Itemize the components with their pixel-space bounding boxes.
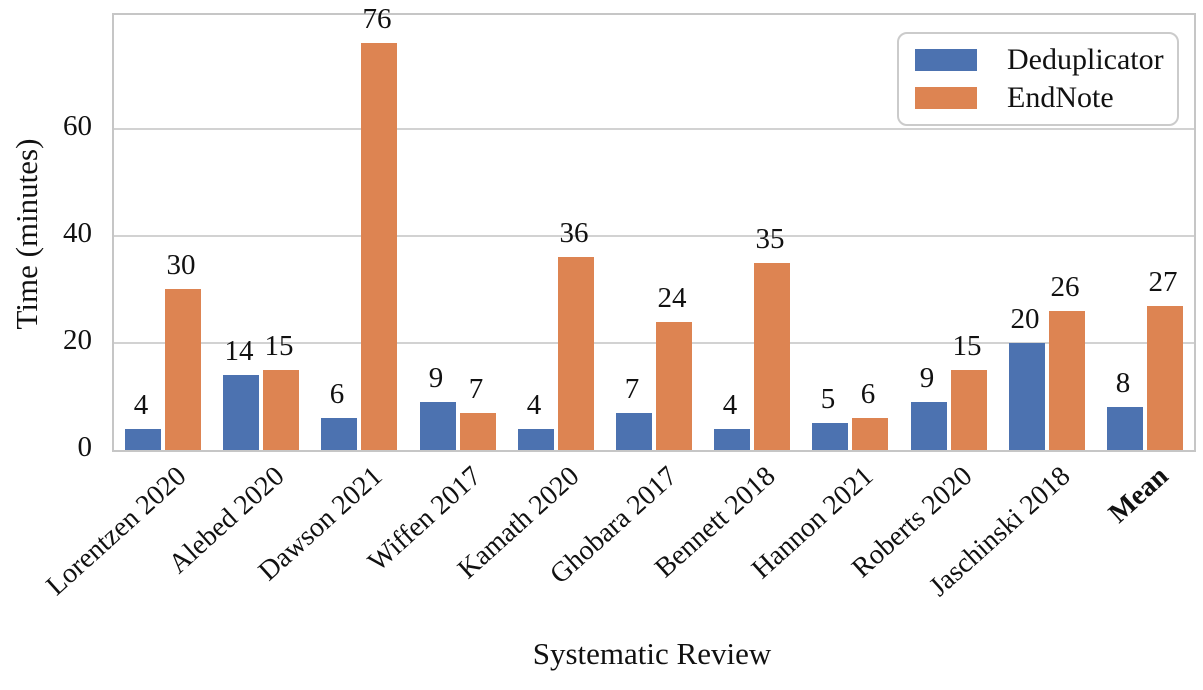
legend-label-deduplicator: Deduplicator: [1007, 43, 1164, 76]
bar-value-label-deduplicator-ghobara-2017: 7: [624, 373, 640, 405]
bar-endnote-wiffen-2017: [460, 413, 496, 450]
legend: Deduplicator EndNote: [897, 32, 1179, 126]
legend-entry-deduplicator: Deduplicator: [915, 43, 1164, 76]
bar-value-label-endnote-jaschinski-2018: 26: [1050, 271, 1080, 303]
y-tick-label-60: 60: [63, 109, 92, 142]
bar-value-label-deduplicator-mean: 8: [1115, 367, 1131, 399]
bar-value-label-endnote-wiffen-2017: 7: [468, 373, 484, 405]
bar-deduplicator-lorentzen-2020: [125, 429, 161, 450]
bar-endnote-bennett-2018: [754, 263, 790, 450]
bar-value-label-deduplicator-kamath-2020: 4: [526, 389, 542, 421]
bar-value-label-endnote-lorentzen-2020: 30: [166, 249, 196, 281]
bar-endnote-jaschinski-2018: [1049, 311, 1085, 450]
bar-endnote-hannon-2021: [852, 418, 888, 450]
bar-value-label-endnote-mean: 27: [1148, 266, 1178, 298]
legend-swatch-deduplicator: [915, 49, 977, 71]
bar-deduplicator-ghobara-2017: [616, 413, 652, 450]
x-axis-title: Systematic Review: [532, 636, 772, 671]
bar-deduplicator-bennett-2018: [714, 429, 750, 450]
legend-label-endnote: EndNote: [1007, 81, 1114, 114]
bar-value-label-endnote-alebed-2020: 15: [264, 330, 294, 362]
bar-value-label-deduplicator-wiffen-2017: 9: [428, 362, 444, 394]
bar-endnote-kamath-2020: [558, 257, 594, 450]
bar-endnote-ghobara-2017: [656, 322, 692, 450]
y-tick-label-40: 40: [63, 216, 92, 249]
y-tick-label-0: 0: [77, 431, 93, 463]
bar-endnote-roberts-2020: [951, 370, 987, 450]
bar-value-label-endnote-ghobara-2017: 24: [657, 282, 687, 314]
bar-deduplicator-alebed-2020: [223, 375, 259, 450]
bar-value-label-deduplicator-lorentzen-2020: 4: [133, 389, 149, 421]
legend-entry-endnote: EndNote: [915, 83, 1161, 113]
bar-value-label-deduplicator-jaschinski-2018: 20: [1010, 303, 1040, 335]
bar-deduplicator-jaschinski-2018: [1009, 343, 1045, 450]
gridline-y-40: [114, 234, 1194, 237]
legend-swatch-endnote: [915, 87, 977, 109]
gridline-y-20: [114, 341, 1194, 344]
bar-value-label-deduplicator-bennett-2018: 4: [722, 389, 738, 421]
bar-value-label-endnote-hannon-2021: 6: [860, 378, 876, 410]
gridline-y-60: [114, 127, 1194, 130]
bar-deduplicator-kamath-2020: [518, 429, 554, 450]
bar-endnote-dawson-2021: [361, 43, 397, 450]
y-tick-label-20: 20: [63, 323, 92, 356]
bar-endnote-alebed-2020: [263, 370, 299, 450]
bar-endnote-lorentzen-2020: [165, 289, 201, 450]
bar-deduplicator-mean: [1107, 407, 1143, 450]
bar-value-label-deduplicator-hannon-2021: 5: [820, 383, 836, 415]
bar-value-label-endnote-roberts-2020: 15: [952, 330, 982, 362]
bar-value-label-endnote-kamath-2020: 36: [559, 217, 589, 249]
bar-endnote-mean: [1147, 306, 1183, 450]
bar-value-label-deduplicator-roberts-2020: 9: [919, 362, 935, 394]
bar-deduplicator-roberts-2020: [911, 402, 947, 450]
bar-value-label-endnote-bennett-2018: 35: [755, 223, 785, 255]
bar-value-label-endnote-dawson-2021: 76: [362, 3, 392, 35]
bar-value-label-deduplicator-alebed-2020: 14: [224, 335, 254, 367]
bar-deduplicator-wiffen-2017: [420, 402, 456, 450]
bar-deduplicator-hannon-2021: [812, 423, 848, 450]
bar-value-label-deduplicator-dawson-2021: 6: [329, 378, 345, 410]
bar-deduplicator-dawson-2021: [321, 418, 357, 450]
